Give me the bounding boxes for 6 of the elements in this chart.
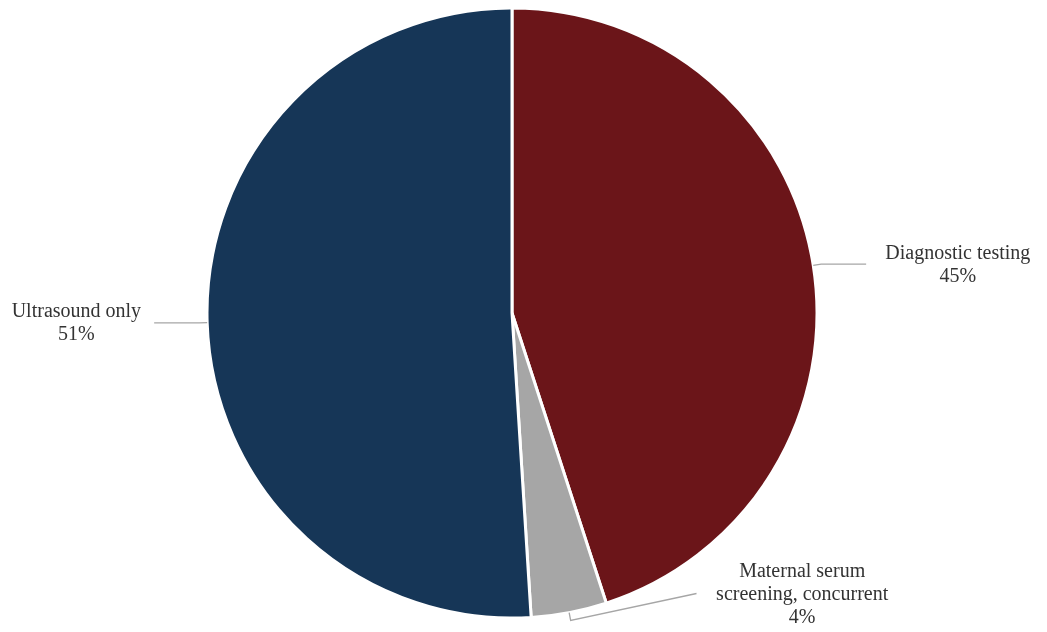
slice-label: Diagnostic testing (885, 240, 1031, 264)
slice-label: Ultrasound only (11, 299, 142, 323)
data-label: 51% (58, 322, 95, 345)
slice-label: Maternal serum screening, concurrent (716, 558, 889, 605)
data-label: 45% (939, 263, 977, 286)
data-label: 4% (788, 604, 816, 627)
